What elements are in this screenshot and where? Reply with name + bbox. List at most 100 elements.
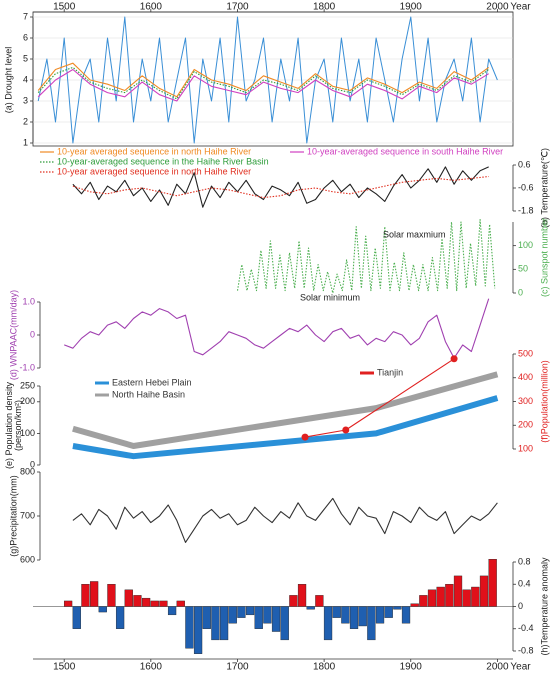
bar [488,559,497,607]
legend-label: 10-year averaged sequence in north Haihe… [57,146,251,156]
bar [72,606,81,629]
x-tick-label: 1800 [313,662,336,673]
legend-label: 10-year-averaged sequence in the Haihe R… [57,156,269,166]
point [301,433,309,441]
y-tick-label: 0 [30,459,35,469]
series-line [37,16,498,144]
bar [401,606,411,624]
y-tick-label: 0.8 [518,556,531,566]
y-axis-label: (e) Population density [4,381,14,469]
y-tick-label: 1 [23,137,28,147]
bar [133,595,142,607]
y-tick-label: -0.4 [518,623,534,633]
bar [427,589,437,607]
legend-label: 10-year averaged sequence in north Haihe… [57,166,251,176]
bar [367,606,376,641]
bar [315,595,324,607]
bar [375,606,385,624]
y-tick-label: 5 [23,53,28,63]
x-tick-label: 2000 [486,2,509,13]
y-tick-label: 0.4 [518,579,531,589]
bar [98,606,107,613]
point [342,426,350,434]
series-line [37,68,489,102]
bar [358,606,367,627]
point [450,355,458,363]
bar [445,584,454,607]
y-tick-label: -0.8 [518,645,534,655]
x-axis-label: Year [510,2,531,13]
bar [115,606,125,629]
bar [219,606,229,641]
bar [289,595,298,607]
y-axis-label: (h)Temperature anomaly [539,557,549,656]
y-tick-label: -1.8 [518,205,534,215]
y-tick-label: 200 [518,420,533,430]
bar [341,606,350,624]
bar [393,606,402,610]
y-tick-label: 1.0 [22,296,35,306]
y-tick-label: 500 [518,348,533,358]
y-axis-label: (a) Drought level [3,47,13,114]
y-tick-label: -1.0 [19,362,35,372]
bar [124,589,133,607]
bar [141,597,151,607]
x-tick-label: 1600 [140,2,163,13]
x-tick-label: 1700 [226,2,249,13]
y-tick-label: 100 [518,240,533,250]
series-line [72,497,498,543]
y-axis-label: (d) WNPAAC(mm/day) [8,290,18,380]
bar [228,606,237,624]
x-tick-label: 1900 [400,662,423,673]
y-tick-label: 100 [518,443,533,453]
bar [202,606,211,629]
bar [245,606,255,616]
y-tick-label: 600 [20,554,35,564]
bar [306,606,315,610]
x-tick-label: 1500 [53,662,76,673]
bar [436,586,445,607]
bar [185,606,194,649]
bar [349,606,359,629]
y-tick-label: 800 [20,466,35,476]
bar [254,606,263,629]
bar [159,600,168,607]
legend-label: Eastern Hebei Plain [112,377,192,387]
x-tick-label: 1600 [140,662,163,673]
bar [479,575,489,607]
bar [167,606,177,616]
y-tick-label: 0 [518,601,523,611]
series-line [236,219,496,294]
x-tick-label: 1500 [53,2,76,13]
y-tick-label: 2 [23,116,28,126]
y-tick-label: 400 [518,372,533,382]
bar [63,600,73,607]
bar [462,589,471,607]
series-line [72,371,499,449]
x-tick-label: 1800 [313,2,336,13]
bar [323,606,333,641]
x-tick-label: 2000 [486,662,509,673]
y-tick-label: 700 [20,510,35,520]
y-tick-label: 3 [23,95,28,105]
bar [410,603,419,607]
bar [211,606,220,641]
bar [332,606,341,618]
series-line [72,395,499,460]
y-tick-label: 250 [20,380,35,390]
bar [176,600,185,607]
y-tick-label: 300 [518,396,533,406]
series-line [37,66,490,100]
y-tick-label: -0.6 [518,182,534,192]
bar [89,581,99,607]
series-line [64,298,490,359]
y-tick-label: 200 [20,396,35,406]
series-line [72,166,489,208]
bar [297,584,307,607]
bar [419,595,428,607]
bar [263,606,272,624]
y-tick-label: 0 [518,287,523,297]
y-axis-label: (g)Precipitation(mm) [8,475,18,557]
y-tick-label: 7 [23,11,28,21]
